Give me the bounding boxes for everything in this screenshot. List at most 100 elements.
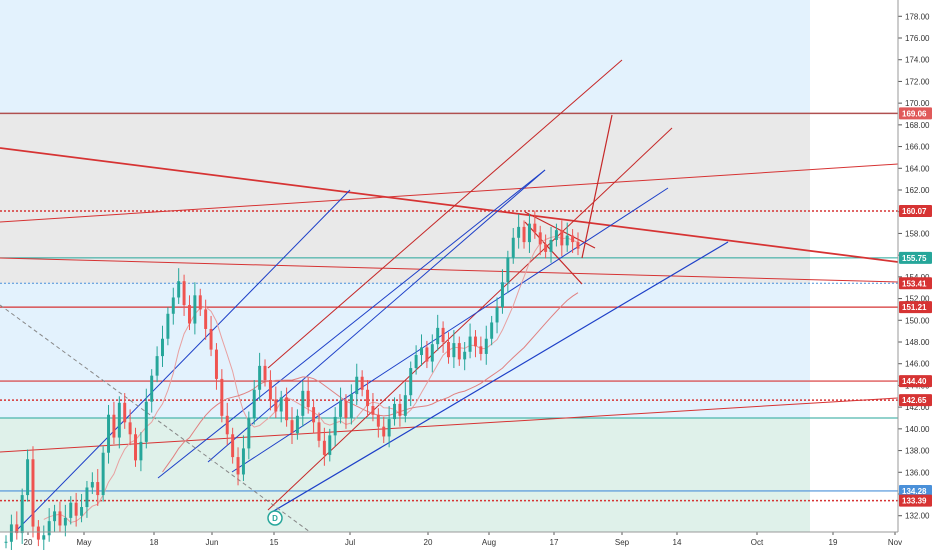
price-badge [899,301,932,314]
time-tick-label: Oct [751,538,764,547]
price-badge-label: 153.41 [902,279,927,288]
candle-body [4,541,8,543]
candle-body [344,400,348,418]
dashed-trend-line [0,304,311,533]
candle-body [15,524,19,534]
price-badge-label: 169.06 [902,109,927,118]
price-badge-label: 155.75 [902,254,927,263]
candle-body [484,338,488,354]
candle-body [463,351,467,360]
candle-body [366,389,370,407]
candle-body [436,327,440,345]
price-badge-label: 151.21 [902,303,927,312]
candle-body [312,407,316,423]
candle-body [26,459,30,496]
candle-body [171,297,175,314]
price-badge [899,375,932,388]
candle-body [177,281,181,298]
price-badge-label: 134.28 [902,487,927,496]
candle-body [452,343,456,358]
candle-body [447,342,450,358]
candle-body [371,406,375,415]
candle-body [565,235,569,246]
trend-line [0,397,899,453]
price-badge [899,107,932,120]
candle-body [139,441,143,461]
candle-body [198,295,202,310]
candle-body [74,502,78,516]
candle-body [117,402,121,438]
candle-body [236,457,240,475]
candle-body [225,415,229,435]
trend-line [271,241,729,513]
trend-line [524,211,596,249]
candle-body [376,414,380,427]
candle-body [96,482,100,496]
time-tick-label: Jun [206,538,219,547]
candle-body [306,390,310,408]
candle-body [544,244,548,252]
time-tick-label: 14 [673,538,682,547]
trend-line [157,169,546,479]
candle-body [522,226,526,243]
time-tick-label: 15 [270,538,279,547]
candle-body [473,336,477,347]
candle-body [533,223,537,233]
time-tick-label: Jul [345,538,355,547]
candle-body [301,390,305,416]
candle-body [328,435,332,455]
candle-body [349,394,353,418]
candle-body [144,401,148,442]
candle-body [204,309,208,329]
candle-body [387,419,391,437]
candle-body [355,376,359,395]
candle-body [511,237,515,258]
candle-body [90,482,94,488]
price-tick-label: 150.00 [905,316,930,325]
price-tick-label: 146.00 [905,360,930,369]
candle-body [231,434,235,458]
candle-body [560,230,564,246]
candle-body [20,495,24,534]
trend-line [207,169,546,463]
time-tick-label: 20 [24,538,33,547]
price-badge [899,394,932,407]
candle-body [187,305,191,324]
candle-body [193,295,197,324]
trend-line [267,59,623,369]
candle-body [80,507,84,516]
candle-body [252,389,256,418]
price-tick-label: 168.00 [905,121,930,130]
candle-body [63,517,67,526]
time-tick-label: 20 [424,538,433,547]
price-tick-label: 170.00 [905,99,930,108]
candle-body [214,349,218,379]
candle-body [31,459,35,527]
candle-body [414,355,418,369]
price-badge [899,251,932,264]
candle-body [58,511,62,526]
trend-line [0,163,899,223]
candle-body [220,378,224,416]
candle-body [322,440,326,455]
candle-body [333,416,337,436]
candle-body [134,434,137,461]
candle-body [506,257,510,283]
candle-body [123,402,127,423]
price-tick-label: 166.00 [905,143,930,152]
candle-body [268,380,272,400]
event-marker-label: D [272,514,278,523]
candle-body [53,511,57,522]
candle-body [490,322,494,339]
price-tick-label: 158.00 [905,229,930,238]
candle-body [182,281,186,306]
trend-line [0,257,899,283]
candle-body [468,336,472,352]
candle-body [554,230,558,240]
candle-body [479,346,483,354]
candle-body [241,448,245,475]
price-badge [899,484,932,497]
price-badge-label: 133.39 [902,497,927,506]
